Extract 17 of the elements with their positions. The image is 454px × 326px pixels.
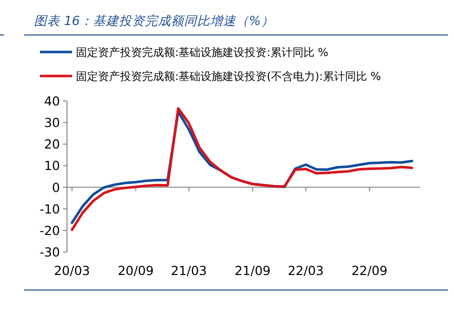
y-tick-label: 20 <box>44 136 60 152</box>
x-tick-label: 21/03 <box>170 263 207 278</box>
legend-label: 固定资产投资完成额:基础设施建设投资:累计同比 % <box>76 46 328 59</box>
x-tick-label: 20/09 <box>118 263 154 278</box>
y-tick-label: 40 <box>44 94 60 108</box>
y-tick-label: -20 <box>40 222 60 238</box>
y-tick-label: 30 <box>44 115 60 130</box>
title: 图表 16：基建投资完成额同比增速（%） <box>34 13 274 28</box>
x-tick-label: 20/03 <box>54 263 90 278</box>
y-tick-label: -30 <box>40 244 60 260</box>
legend-label: 固定资产投资完成额:基础设施建设投资(不含电力):累计同比 % <box>76 70 381 83</box>
x-tick-label: 21/09 <box>234 263 271 278</box>
y-tick-label: 0 <box>52 180 60 195</box>
y-tick-label: 10 <box>44 158 60 174</box>
y-tick-label: -10 <box>40 201 60 216</box>
x-tick-label: 22/09 <box>351 263 388 278</box>
x-tick-label: 22/03 <box>288 263 324 278</box>
